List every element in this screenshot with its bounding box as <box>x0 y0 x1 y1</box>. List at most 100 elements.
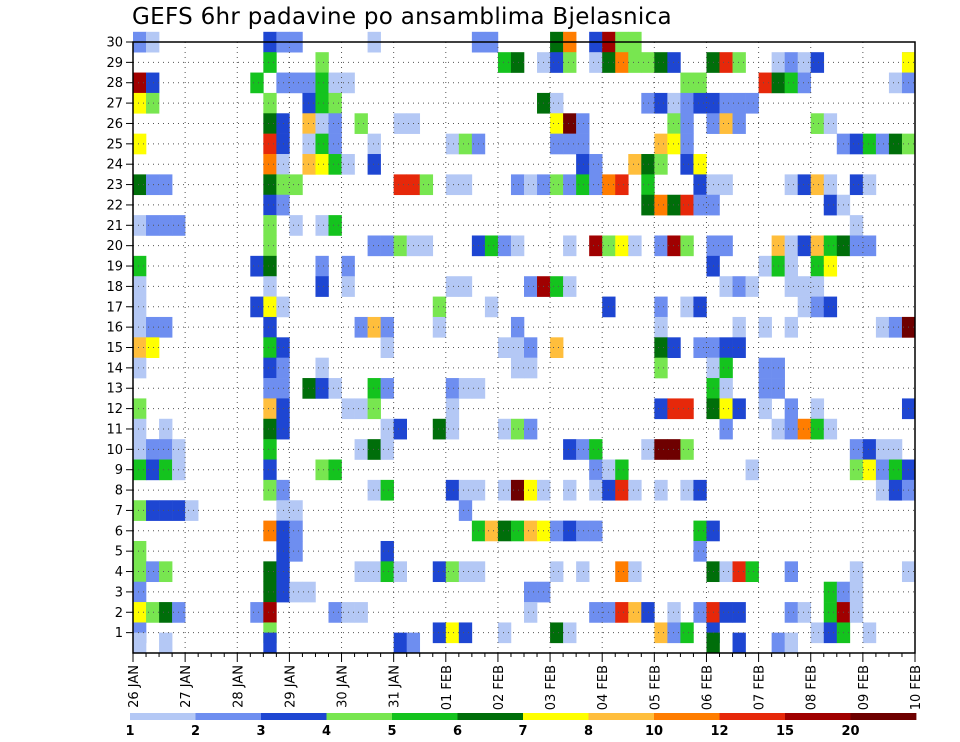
x-tick-label: 26 JAN <box>127 665 142 708</box>
y-tick-label: 10 <box>106 443 123 458</box>
heatmap-cell <box>784 255 798 277</box>
heatmap-cell <box>849 602 864 623</box>
y-tick-label: 8 <box>115 484 123 499</box>
heatmap-cell <box>563 52 577 73</box>
heatmap-cell <box>445 276 460 297</box>
heatmap-cell <box>823 255 838 277</box>
heatmap-cell <box>133 602 147 623</box>
heatmap-cell <box>510 316 525 338</box>
heatmap-cell <box>784 418 798 440</box>
heatmap-cell <box>315 133 329 155</box>
heatmap-cell <box>797 174 812 196</box>
heatmap-cell <box>797 418 812 440</box>
heatmap-cell <box>654 316 668 338</box>
heatmap-cell <box>563 276 577 297</box>
heatmap-cell <box>810 276 825 297</box>
heatmap-cell <box>406 632 421 654</box>
heatmap-cell <box>654 296 668 318</box>
colorbar-label: 8 <box>584 724 593 739</box>
colorbar-swatch <box>392 713 458 720</box>
heatmap-cell <box>745 92 759 114</box>
heatmap-cell <box>328 133 342 155</box>
heatmap-cell <box>875 316 890 338</box>
heatmap-cell <box>810 52 825 73</box>
heatmap-cell <box>524 276 538 297</box>
heatmap-cell <box>654 133 668 155</box>
heatmap-cell <box>875 133 890 155</box>
heatmap-cell <box>263 398 277 420</box>
heatmap-cell <box>797 235 812 257</box>
heatmap-cell <box>615 561 629 583</box>
heatmap-cell <box>133 581 147 603</box>
heatmap-cell <box>797 276 812 297</box>
heatmap-cell <box>849 215 864 236</box>
heatmap-cell <box>458 133 473 155</box>
heatmap-cell <box>758 398 772 420</box>
heatmap-cell <box>810 174 825 196</box>
heatmap-cell <box>823 418 838 440</box>
grid-layer <box>133 41 915 653</box>
heatmap-cell <box>888 316 903 338</box>
heatmap-cell <box>315 357 329 379</box>
colorbar-label: 5 <box>387 724 396 739</box>
colorbar-swatch <box>785 713 851 720</box>
colorbar-swatch <box>326 713 393 720</box>
y-tick-label: 2 <box>115 606 123 621</box>
heatmap-cell <box>367 235 381 257</box>
heatmap-cell <box>628 602 642 623</box>
heatmap-cell <box>680 479 694 501</box>
heatmap-cell <box>393 561 407 583</box>
heatmap-cell <box>315 255 329 277</box>
heatmap-cell <box>589 154 603 175</box>
heatmap-cell <box>667 337 681 358</box>
heatmap-cell <box>250 296 264 318</box>
heatmap-cell <box>328 72 342 94</box>
heatmap-cell <box>302 581 316 603</box>
heatmap-cell <box>667 133 681 155</box>
heatmap-cell <box>484 235 499 257</box>
y-tick-label: 16 <box>106 321 123 336</box>
heatmap-cell <box>445 418 460 440</box>
x-tick-label: 30 JAN <box>336 665 351 708</box>
heatmap-cell <box>133 316 147 338</box>
heatmap-cell <box>745 459 759 481</box>
heatmap-cell <box>445 561 460 583</box>
heatmap-cell <box>654 194 668 216</box>
y-tick-label: 20 <box>106 239 123 254</box>
heatmap-cell <box>680 154 694 175</box>
heatmap-cell <box>628 154 642 175</box>
heatmap-cell <box>263 561 277 583</box>
heatmap-cell <box>758 357 772 379</box>
x-tick-label: 10 FEB <box>909 665 924 710</box>
heatmap-cell <box>680 113 694 134</box>
heatmap-cell <box>667 398 681 420</box>
heatmap-cell <box>328 459 342 481</box>
heatmap-cell <box>458 276 473 297</box>
heatmap-cell <box>524 357 538 379</box>
x-tick-label: 09 FEB <box>857 665 872 710</box>
heatmap-cell <box>380 439 394 460</box>
heatmap-cell <box>263 276 277 297</box>
colorbar-label: 10 <box>645 724 663 739</box>
heatmap-cell <box>354 113 368 134</box>
heatmap-cell <box>875 439 890 460</box>
heatmap-cell <box>263 235 277 257</box>
heatmap-cell <box>810 235 825 257</box>
heatmap-cell <box>185 500 199 521</box>
y-tick-label: 15 <box>106 341 123 356</box>
heatmap-cell <box>289 500 303 521</box>
heatmap-cell <box>524 581 538 603</box>
heatmap-cell <box>250 72 264 94</box>
heatmap-cell <box>133 398 147 420</box>
heatmap-cell <box>263 194 277 216</box>
heatmap-cell <box>576 154 590 175</box>
heatmap-cell <box>510 174 525 196</box>
heatmap-cell <box>810 418 825 440</box>
heatmap-cell <box>641 194 655 216</box>
heatmap-cell <box>693 540 707 562</box>
heatmap-cell <box>550 113 564 134</box>
y-tick-label: 5 <box>115 545 123 560</box>
heatmap-cell <box>393 632 407 654</box>
heatmap-cell <box>315 276 329 297</box>
